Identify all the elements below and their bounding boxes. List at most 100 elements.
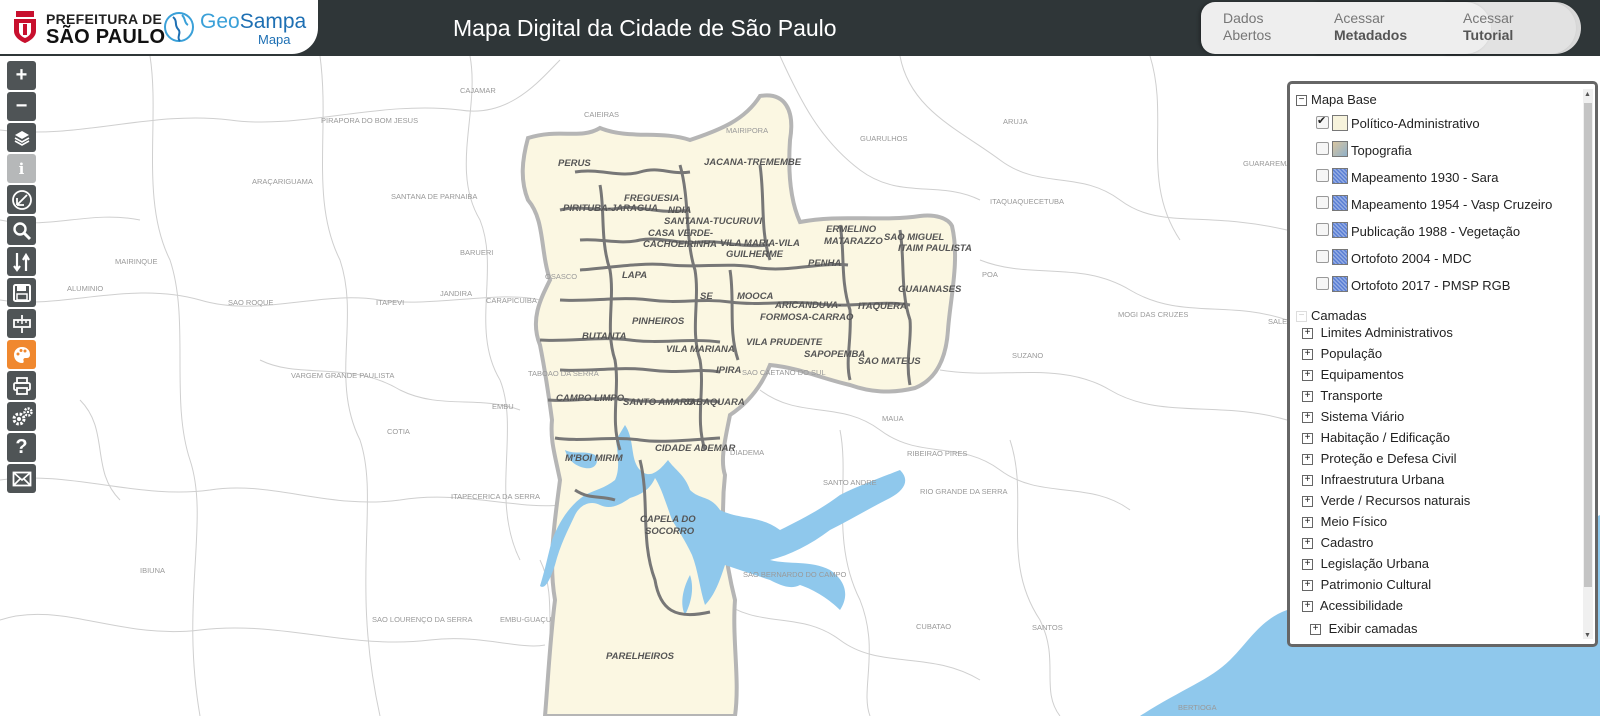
town-label: GUARAREMA bbox=[1243, 159, 1291, 168]
camada-label[interactable]: Meio Físico bbox=[1320, 514, 1388, 529]
expand-icon[interactable]: + bbox=[1302, 349, 1313, 361]
expand-icon[interactable]: + bbox=[1302, 517, 1313, 529]
layer-panel[interactable]: −Mapa Base Político-Administrativo Topog… bbox=[1287, 81, 1598, 647]
mapa-base-header[interactable]: − Mapa Base bbox=[1296, 92, 1377, 107]
camada-label[interactable]: Habitação / Edificação bbox=[1320, 430, 1450, 445]
route-button[interactable] bbox=[7, 247, 36, 276]
expand-icon[interactable]: + bbox=[1302, 475, 1313, 487]
camada-label[interactable]: Proteção e Defesa Civil bbox=[1320, 451, 1457, 466]
expand-icon[interactable]: + bbox=[1302, 370, 1313, 382]
camada-label[interactable]: Limites Administrativos bbox=[1320, 325, 1453, 340]
palette-button[interactable] bbox=[7, 340, 36, 369]
camadas-header[interactable]: − Camadas bbox=[1296, 308, 1367, 323]
base-layer-label[interactable]: Topografia bbox=[1351, 143, 1412, 158]
base-layer-checkbox[interactable] bbox=[1316, 277, 1329, 290]
camada-item[interactable]: + Limites Administrativos bbox=[1302, 325, 1453, 340]
camada-item[interactable]: + Legislação Urbana bbox=[1302, 556, 1429, 571]
measure-button[interactable] bbox=[7, 185, 36, 214]
search-button[interactable] bbox=[7, 216, 36, 245]
camada-item[interactable]: + Patrimonio Cultural bbox=[1302, 577, 1431, 592]
print-button[interactable] bbox=[7, 371, 36, 400]
base-layer-checkbox[interactable] bbox=[1316, 196, 1329, 209]
settings-button[interactable] bbox=[7, 402, 36, 431]
camada-item[interactable]: + População bbox=[1302, 346, 1382, 361]
expand-icon[interactable]: + bbox=[1302, 412, 1313, 424]
tab-dados-abertos-bg[interactable] bbox=[1201, 2, 1491, 54]
camada-item[interactable]: + Habitação / Edificação bbox=[1302, 430, 1450, 445]
base-layer-checkbox[interactable] bbox=[1316, 142, 1329, 155]
expand-icon[interactable]: + bbox=[1302, 580, 1313, 592]
ruler-button[interactable] bbox=[7, 309, 36, 338]
scroll-up-icon[interactable]: ▲ bbox=[1584, 91, 1591, 98]
camada-label[interactable]: Legislação Urbana bbox=[1320, 556, 1430, 571]
camada-item[interactable]: + Acessibilidade bbox=[1302, 598, 1403, 613]
camada-item[interactable]: + Verde / Recursos naturais bbox=[1302, 493, 1470, 508]
tab-dados-abertos[interactable]: Dados Abertos bbox=[1223, 10, 1271, 44]
collapse-icon[interactable]: − bbox=[1296, 95, 1307, 107]
base-layer-label[interactable]: Mapeamento 1954 - Vasp Cruzeiro bbox=[1351, 197, 1553, 212]
expand-icon[interactable]: + bbox=[1302, 454, 1313, 466]
camada-item[interactable]: + Meio Físico bbox=[1302, 514, 1387, 529]
sao-paulo-crest-icon bbox=[14, 11, 36, 43]
geosampa-globe-icon[interactable] bbox=[162, 5, 196, 49]
layers-button[interactable] bbox=[7, 123, 36, 152]
logo-area: PREFEITURA DE SÃO PAULO GeoSampa Mapa bbox=[0, 0, 318, 54]
expand-icon[interactable]: + bbox=[1302, 538, 1313, 550]
tab-tutorial[interactable]: Acessar Tutorial bbox=[1463, 10, 1514, 44]
town-label: CAJAMAR bbox=[460, 86, 496, 95]
expand-icon[interactable]: + bbox=[1302, 433, 1313, 445]
help-button[interactable]: ? bbox=[7, 433, 36, 462]
zoom-in-button[interactable]: + bbox=[7, 61, 36, 90]
raster-layer-icon bbox=[1332, 195, 1348, 211]
town-label: EMBU bbox=[492, 402, 514, 411]
camada-label[interactable]: Patrimonio Cultural bbox=[1320, 577, 1432, 592]
base-layer-label[interactable]: Ortofoto 2004 - MDC bbox=[1351, 251, 1472, 266]
geosampa-wordmark[interactable]: GeoSampa bbox=[200, 10, 306, 34]
exibir-camadas[interactable]: + Exibir camadas bbox=[1310, 621, 1418, 636]
base-layer-checkbox[interactable] bbox=[1316, 223, 1329, 236]
prefeitura-logo[interactable]: PREFEITURA DE SÃO PAULO bbox=[8, 7, 165, 48]
camada-item[interactable]: + Equipamentos bbox=[1302, 367, 1404, 382]
expand-icon[interactable]: + bbox=[1302, 559, 1313, 571]
town-label: VARGEM GRANDE PAULISTA bbox=[291, 371, 394, 380]
scrollbar-thumb[interactable] bbox=[1584, 103, 1592, 587]
camada-label[interactable]: Equipamentos bbox=[1320, 367, 1404, 382]
save-button[interactable] bbox=[7, 278, 36, 307]
contact-button[interactable] bbox=[7, 464, 36, 493]
town-label: SAO CAETANO DO SUL bbox=[742, 368, 826, 377]
expand-icon[interactable]: + bbox=[1302, 328, 1313, 340]
expand-icon[interactable]: + bbox=[1302, 496, 1313, 508]
expand-icon[interactable]: + bbox=[1302, 391, 1313, 403]
camada-item[interactable]: + Cadastro bbox=[1302, 535, 1373, 550]
camada-item[interactable]: + Infraestrutura Urbana bbox=[1302, 472, 1444, 487]
camada-label[interactable]: Infraestrutura Urbana bbox=[1320, 472, 1445, 487]
base-layer-label[interactable]: Ortofoto 2017 - PMSP RGB bbox=[1351, 278, 1511, 293]
exibir-camadas-label[interactable]: Exibir camadas bbox=[1328, 621, 1418, 636]
scroll-down-icon[interactable]: ▼ bbox=[1584, 632, 1591, 639]
town-label: SANTANA DE PARNAIBA bbox=[391, 192, 477, 201]
expand-icon[interactable]: + bbox=[1302, 601, 1313, 613]
camada-item[interactable]: + Proteção e Defesa Civil bbox=[1302, 451, 1456, 466]
base-layer-checkbox[interactable] bbox=[1316, 169, 1329, 182]
camada-label[interactable]: Cadastro bbox=[1320, 535, 1374, 550]
camada-label[interactable]: Transporte bbox=[1320, 388, 1383, 403]
camada-item[interactable]: + Sistema Viário bbox=[1302, 409, 1404, 424]
info-button[interactable]: i bbox=[7, 154, 36, 183]
collapse-icon[interactable]: − bbox=[1296, 311, 1307, 323]
expand-icon[interactable]: + bbox=[1310, 624, 1321, 636]
tab-metadados[interactable]: Acessar Metadados bbox=[1334, 10, 1407, 44]
base-layer-checkbox[interactable] bbox=[1316, 250, 1329, 263]
camada-label[interactable]: Acessibilidade bbox=[1319, 598, 1404, 613]
base-layer-label[interactable]: Mapeamento 1930 - Sara bbox=[1351, 170, 1499, 185]
camada-item[interactable]: + Transporte bbox=[1302, 388, 1383, 403]
base-layer-checkbox[interactable] bbox=[1316, 114, 1329, 129]
camada-label[interactable]: População bbox=[1320, 346, 1383, 361]
zoom-out-button[interactable]: − bbox=[7, 92, 36, 121]
town-label: TABOAO DA SERRA bbox=[528, 369, 599, 378]
base-layer-label[interactable]: Político-Administrativo bbox=[1351, 116, 1480, 131]
camada-label[interactable]: Sistema Viário bbox=[1320, 409, 1405, 424]
base-layer-label[interactable]: Publicação 1988 - Vegetação bbox=[1351, 224, 1521, 239]
camada-label[interactable]: Verde / Recursos naturais bbox=[1320, 493, 1471, 508]
panel-scrollbar[interactable]: ▲ ▼ bbox=[1583, 89, 1593, 639]
sao-paulo-city bbox=[520, 93, 958, 716]
